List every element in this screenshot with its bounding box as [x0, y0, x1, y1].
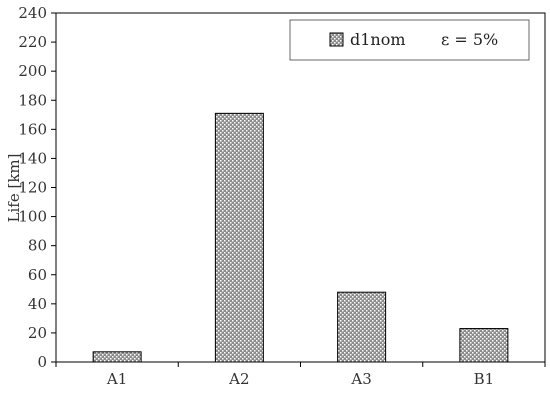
y-tick-label: 160 [18, 120, 47, 138]
x-tick-label: B1 [474, 370, 495, 388]
y-axis: 0 20 40 60 80 100 120 140 160 180 200 220 240 [18, 4, 56, 371]
y-tick-label: 40 [28, 295, 47, 313]
bars [92, 112, 509, 363]
legend-swatch [329, 32, 344, 47]
x-tick-label: A2 [228, 370, 249, 388]
y-tick-label: 0 [37, 353, 47, 371]
y-axis-title: Life [km] [5, 154, 23, 223]
legend: d1nom ε = 5% [289, 19, 530, 61]
y-tick-label: 120 [18, 179, 47, 197]
y-tick-label: 220 [18, 33, 47, 51]
y-tick-label: 60 [28, 266, 47, 284]
y-tick-label: 100 [18, 208, 47, 226]
bar-a3 [337, 291, 387, 363]
y-tick-label: 140 [18, 149, 47, 167]
x-tick-label: A1 [106, 370, 127, 388]
y-tick-label: 180 [18, 91, 47, 109]
legend-note: ε = 5% [441, 30, 498, 49]
y-tick-label: 80 [28, 237, 47, 255]
bar-a1 [92, 351, 142, 363]
y-tick-label: 20 [28, 324, 47, 342]
bar-a2 [214, 112, 264, 363]
x-axis: A1 A2 A3 B1 [55, 362, 546, 388]
legend-series-name: d1nom [350, 30, 406, 49]
plot-frame [55, 12, 546, 363]
x-tick-label: A3 [350, 370, 371, 388]
y-tick-label: 240 [18, 4, 47, 22]
y-tick-label: 200 [18, 62, 47, 80]
bar-b1 [459, 328, 509, 363]
